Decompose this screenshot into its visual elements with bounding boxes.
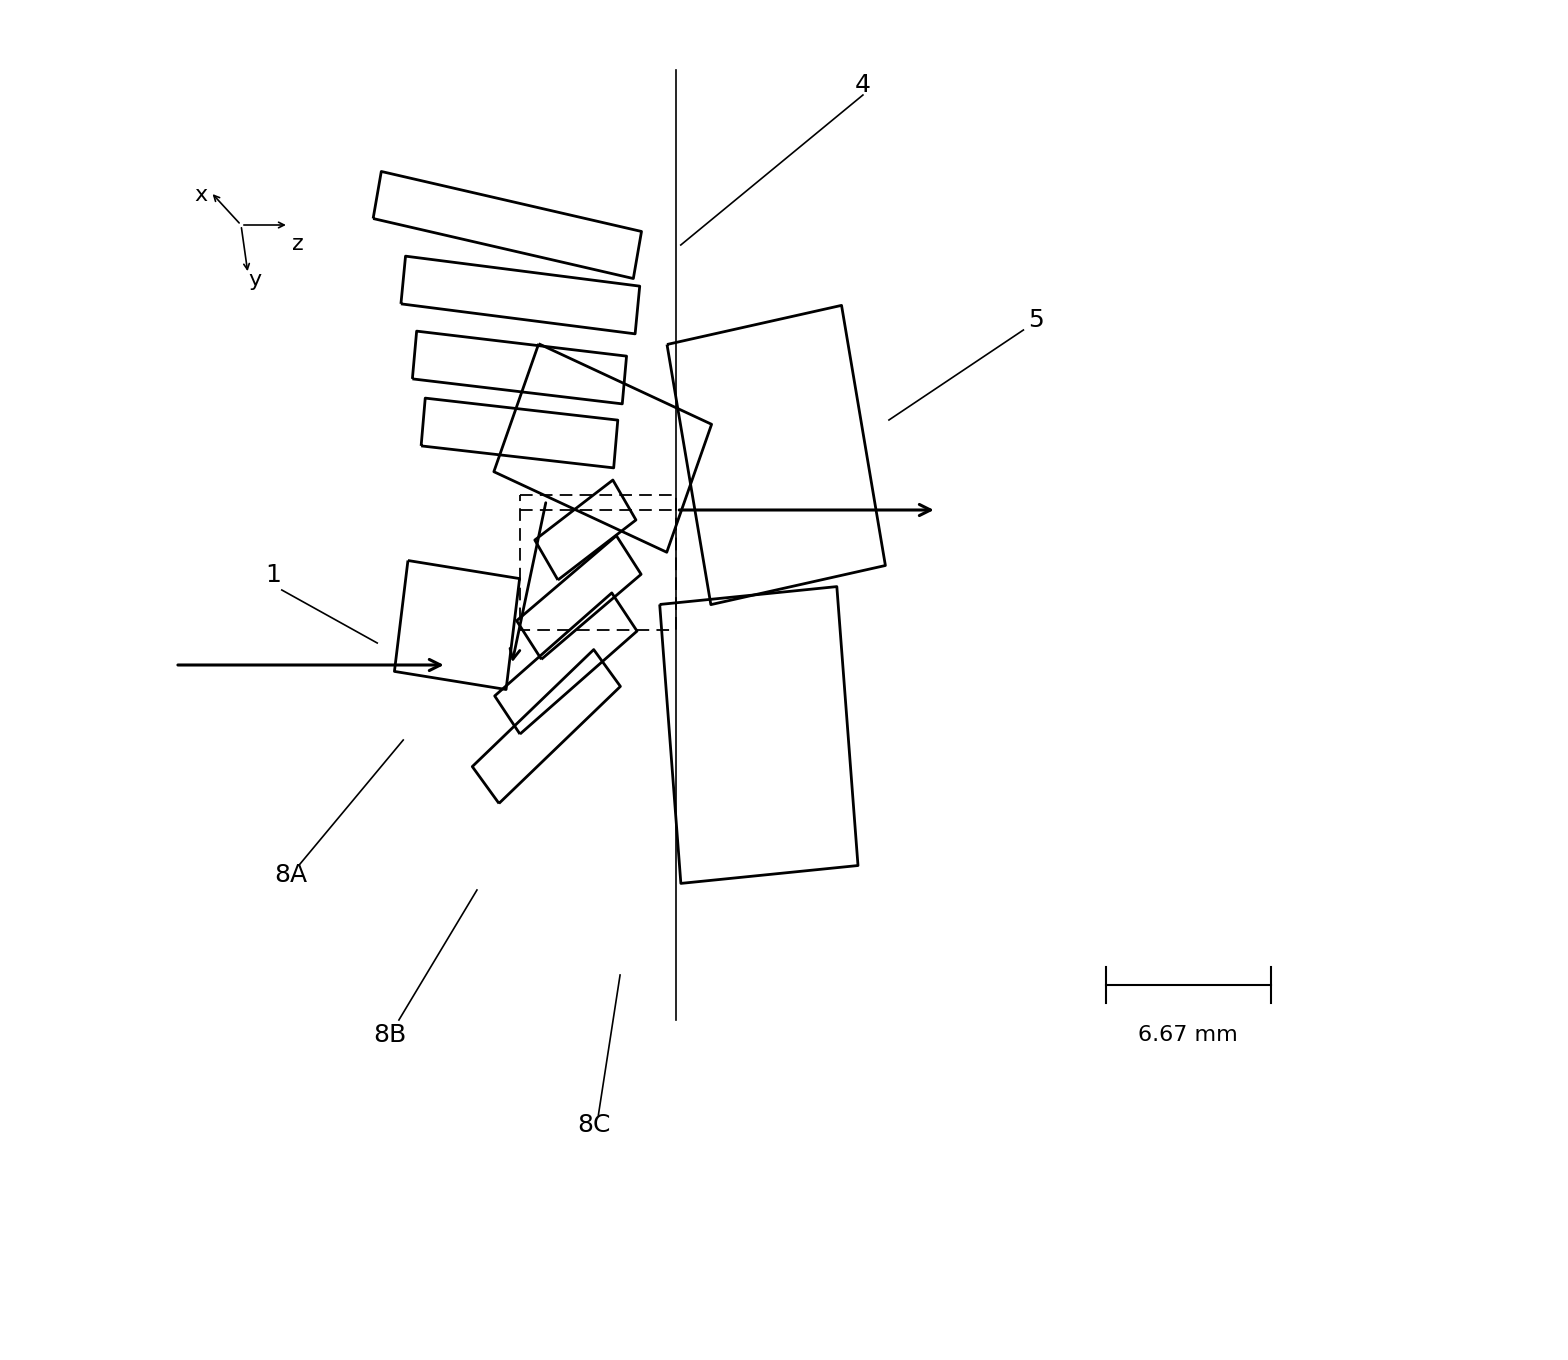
Text: x: x: [194, 185, 207, 205]
Text: 8C: 8C: [577, 1112, 612, 1137]
Text: 1: 1: [265, 563, 281, 588]
Text: 4: 4: [855, 73, 870, 97]
Text: y: y: [248, 271, 262, 290]
Text: 6.67 mm: 6.67 mm: [1138, 1025, 1239, 1044]
Text: 8A: 8A: [274, 864, 307, 887]
Text: z: z: [292, 234, 304, 254]
Text: 5: 5: [1029, 307, 1044, 332]
Text: 8B: 8B: [373, 1023, 406, 1047]
